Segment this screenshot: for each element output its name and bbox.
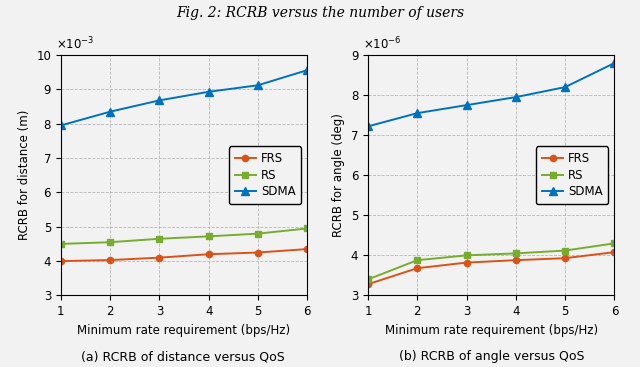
RS xyxy=(156,237,163,241)
SDMA xyxy=(364,124,372,128)
FRS xyxy=(254,250,262,255)
FRS xyxy=(611,250,618,254)
Y-axis label: RCRB for angle (deg): RCRB for angle (deg) xyxy=(332,113,345,237)
Y-axis label: RCRB for distance (m): RCRB for distance (m) xyxy=(18,110,31,240)
Legend: FRS, RS, SDMA: FRS, RS, SDMA xyxy=(229,146,301,204)
FRS xyxy=(156,255,163,260)
SDMA xyxy=(205,90,212,94)
SDMA xyxy=(57,123,65,128)
FRS xyxy=(413,266,421,270)
RS xyxy=(611,241,618,246)
SDMA xyxy=(463,103,470,107)
RS xyxy=(413,258,421,262)
Text: Fig. 2: RCRB versus the number of users: Fig. 2: RCRB versus the number of users xyxy=(176,6,464,19)
X-axis label: Minimum rate requirement (bps/Hz): Minimum rate requirement (bps/Hz) xyxy=(77,324,291,337)
FRS xyxy=(561,256,569,260)
SDMA xyxy=(106,109,114,114)
SDMA xyxy=(303,68,311,72)
Legend: FRS, RS, SDMA: FRS, RS, SDMA xyxy=(536,146,609,204)
FRS xyxy=(57,259,65,263)
Text: $\times 10^{-6}$: $\times 10^{-6}$ xyxy=(363,36,402,52)
Line: SDMA: SDMA xyxy=(57,66,311,129)
Line: RS: RS xyxy=(365,240,618,283)
Text: (b) RCRB of angle versus QoS: (b) RCRB of angle versus QoS xyxy=(399,350,584,363)
RS xyxy=(254,232,262,236)
SDMA xyxy=(512,95,520,99)
RS xyxy=(106,240,114,244)
FRS xyxy=(364,282,372,286)
FRS xyxy=(106,258,114,262)
Text: (a) RCRB of distance versus QoS: (a) RCRB of distance versus QoS xyxy=(81,350,284,363)
SDMA xyxy=(254,83,262,87)
Text: $\times 10^{-3}$: $\times 10^{-3}$ xyxy=(56,36,94,52)
RS xyxy=(512,251,520,255)
RS xyxy=(561,248,569,253)
FRS xyxy=(463,260,470,265)
Line: FRS: FRS xyxy=(365,249,618,287)
RS xyxy=(364,277,372,281)
FRS xyxy=(303,247,311,251)
X-axis label: Minimum rate requirement (bps/Hz): Minimum rate requirement (bps/Hz) xyxy=(385,324,598,337)
RS xyxy=(303,226,311,231)
SDMA xyxy=(561,85,569,89)
FRS xyxy=(512,258,520,262)
RS xyxy=(57,242,65,246)
Line: SDMA: SDMA xyxy=(364,59,618,130)
Line: FRS: FRS xyxy=(58,246,310,264)
Line: RS: RS xyxy=(58,225,310,247)
SDMA xyxy=(611,61,618,65)
RS xyxy=(463,253,470,258)
RS xyxy=(205,234,212,239)
SDMA xyxy=(156,98,163,103)
SDMA xyxy=(413,111,421,115)
FRS xyxy=(205,252,212,257)
